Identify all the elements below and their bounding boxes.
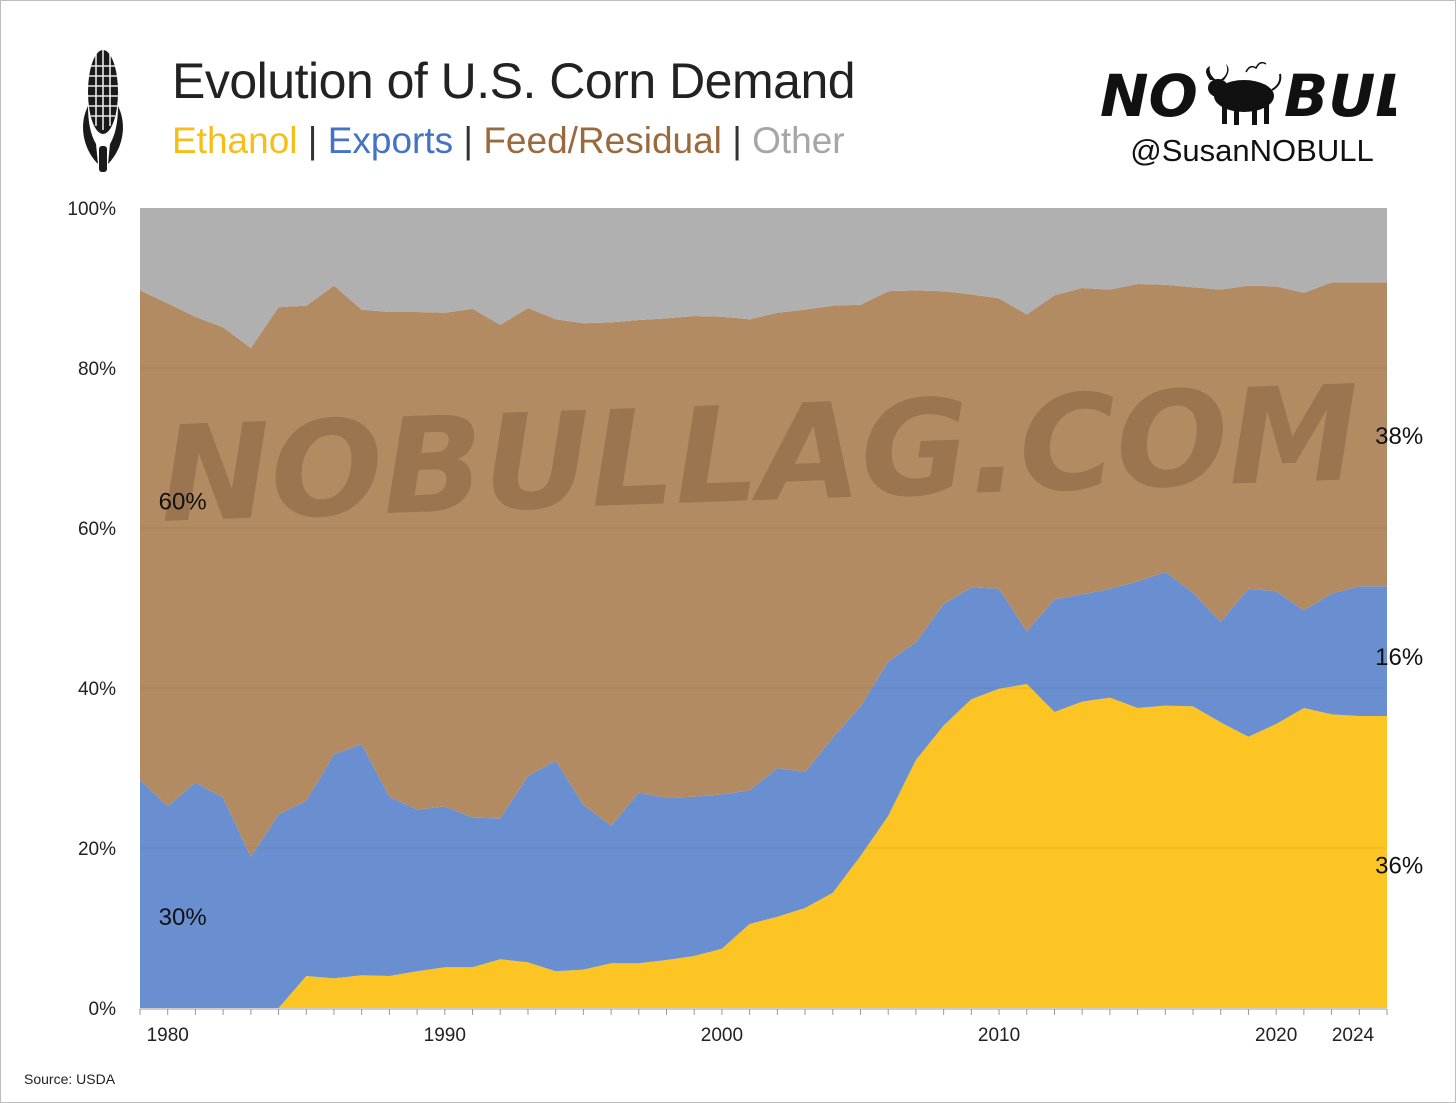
- x-tick-label: 1980: [147, 1025, 189, 1046]
- bull-icon: [1206, 61, 1282, 125]
- x-tick-label: 1990: [424, 1025, 466, 1046]
- legend-ethanol: Ethanol: [172, 120, 298, 161]
- logo-text: BULL: [1284, 62, 1396, 130]
- source-note: Source: USDA: [24, 1071, 116, 1087]
- data-label: 30%: [159, 904, 207, 931]
- corn-icon: [83, 50, 123, 172]
- gridlines: [140, 367, 1387, 849]
- area-feed-residual: [140, 282, 1387, 857]
- twitter-handle: @SusanNOBULL: [1130, 133, 1374, 168]
- x-tick-label: 2020: [1255, 1025, 1297, 1046]
- data-label: 60%: [159, 489, 207, 516]
- y-tick-label: 60%: [78, 519, 116, 540]
- nobull-logo: NO BULL: [1100, 61, 1396, 130]
- legend-other: Other: [752, 120, 845, 161]
- y-tick-label: 100%: [67, 199, 116, 220]
- legend-separator: |: [463, 120, 474, 161]
- y-axis-ticks: 0% 20% 40% 60% 80% 100%: [67, 199, 116, 1020]
- x-tick-label: 2010: [978, 1025, 1020, 1046]
- data-label: 16%: [1375, 644, 1423, 671]
- legend-separator: |: [732, 120, 742, 161]
- legend-exports: Exports: [327, 120, 454, 161]
- x-axis-ticks: 1980 1990 2000 2010 2020 2024: [139, 1008, 1388, 1046]
- y-tick-label: 40%: [78, 679, 116, 700]
- x-tick-label: 2024: [1332, 1025, 1375, 1046]
- annotations: 60% 30% 38% 16% 36%: [159, 423, 1424, 931]
- legend-line: Ethanol | Exports | Feed/Residual | Othe…: [172, 120, 845, 162]
- chart-title: Evolution of U.S. Corn Demand: [172, 53, 856, 109]
- area-layers: [140, 208, 1387, 1008]
- legend-feed-residual: Feed/Residual: [483, 120, 722, 161]
- y-tick-label: 80%: [78, 359, 116, 380]
- y-tick-label: 0%: [89, 999, 117, 1020]
- y-tick-label: 20%: [78, 839, 116, 860]
- x-tick-label: 2000: [701, 1025, 743, 1046]
- legend-separator: |: [307, 120, 318, 161]
- area-exports: [140, 572, 1387, 1008]
- data-label: 36%: [1375, 853, 1423, 880]
- area-other: [140, 208, 1387, 348]
- svg-text:NO: NO: [1100, 62, 1198, 130]
- data-label: 38%: [1375, 423, 1423, 450]
- area-ethanol: [140, 684, 1387, 1008]
